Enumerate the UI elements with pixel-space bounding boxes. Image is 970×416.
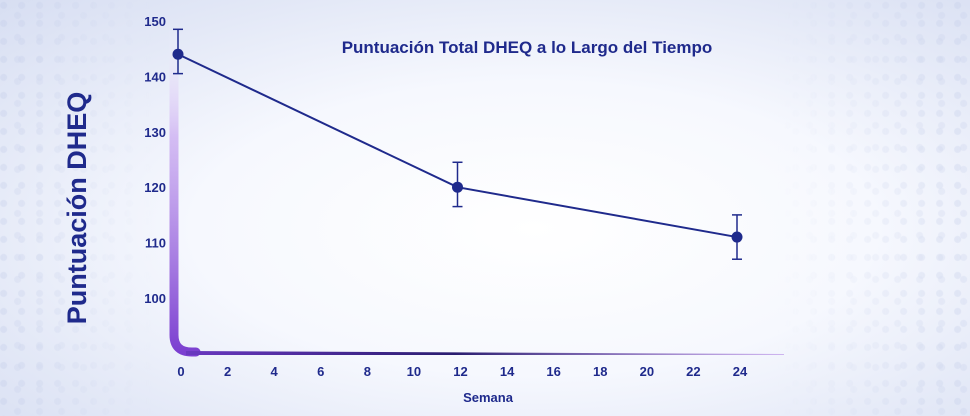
series-line [177,53,738,239]
y-tick-label: 100 [144,291,166,306]
data-point [452,181,463,193]
x-tick-label: 20 [640,364,654,379]
x-tick-label: 12 [453,364,467,379]
x-tick-label: 14 [500,364,515,379]
x-tick-label: 24 [733,364,748,379]
y-tick-label: 150 [144,14,166,29]
x-tick-label: 22 [686,364,700,379]
data-point [731,231,743,243]
y-axis-label: Puntuación DHEQ [62,92,92,325]
x-axis-line [186,351,784,355]
x-tick-label: 8 [364,364,371,379]
y-tick-label: 110 [145,236,166,251]
x-tick-labels: 0 2 4 6 8 10 12 14 16 18 20 22 24 [177,364,748,379]
y-tick-label: 130 [144,125,166,140]
x-tick-label: 6 [317,364,324,379]
data-point [172,48,184,60]
x-tick-label: 16 [546,364,560,379]
y-tick-labels: 100 110 120 130 140 150 [144,14,166,306]
x-tick-label: 10 [407,364,421,379]
x-tick-label: 4 [271,364,279,379]
x-tick-label: 0 [177,364,184,379]
chart-title: Puntuación Total DHEQ a lo Largo del Tie… [342,38,713,57]
x-axis-label: Semana [463,390,514,405]
y-tick-label: 120 [144,180,166,195]
x-tick-label: 18 [593,364,607,379]
x-tick-label: 2 [224,364,231,379]
data-series [172,28,743,260]
y-tick-label: 140 [144,69,166,84]
